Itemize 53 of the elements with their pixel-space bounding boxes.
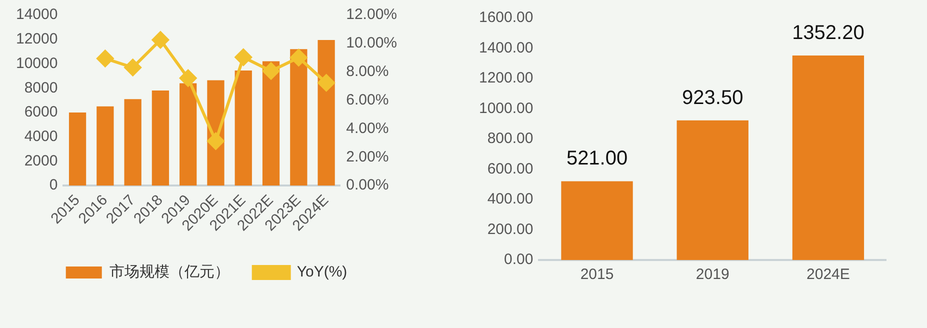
- y2-tick-label: 6.00%: [346, 91, 389, 108]
- y-tick-label: 2000: [24, 152, 58, 170]
- y-tick-label: 6000: [24, 104, 58, 121]
- y2-tick-label: 12.00%: [346, 6, 397, 24]
- y-tick-label: 1600.00: [478, 9, 534, 26]
- legend-label: 市场规模（亿元）: [109, 264, 230, 281]
- legend-label: YoY(%): [296, 264, 348, 281]
- point: [262, 62, 280, 80]
- data-label: 521.00: [566, 148, 628, 170]
- data-label: 923.50: [682, 86, 744, 109]
- bar: [152, 90, 170, 186]
- y2-tick-label: 4.00%: [346, 120, 389, 137]
- y-tick-label: 0: [49, 176, 58, 194]
- y-tick-label: 1200.00: [478, 70, 534, 87]
- bar: [561, 181, 633, 260]
- y2-tick-label: 8.00%: [346, 63, 389, 80]
- y2-tick-label: 2.00%: [346, 148, 389, 166]
- y2-tick-label: 0.00%: [346, 176, 389, 194]
- bar: [180, 83, 197, 186]
- point: [180, 70, 197, 87]
- point: [318, 74, 335, 92]
- point: [152, 31, 169, 48]
- bar: [68, 112, 86, 186]
- point: [207, 132, 224, 150]
- bar: [290, 49, 308, 186]
- y-tick-label: 800.00: [487, 130, 534, 148]
- y-tick-label: 8000: [24, 79, 58, 96]
- y-tick-label: 1000.00: [478, 100, 534, 117]
- bar: [262, 61, 280, 186]
- point: [290, 49, 308, 66]
- data-label: 1352.20: [792, 22, 864, 44]
- y-tick-label: 14000: [16, 6, 58, 24]
- y-tick-label: 200.00: [487, 220, 534, 238]
- x-tick-label: 2015: [580, 266, 614, 284]
- y2-tick-label: 10.00%: [346, 34, 397, 52]
- bar: [96, 106, 114, 186]
- y-tick-label: 1400.00: [478, 39, 534, 56]
- y-tick-label: 600.00: [487, 160, 534, 178]
- bar: [676, 120, 748, 260]
- y-tick-label: 12000: [16, 30, 58, 48]
- bar: [792, 55, 864, 260]
- point: [124, 58, 142, 76]
- x-tick-label: 2024E: [806, 266, 850, 284]
- point: [96, 50, 114, 68]
- y-tick-label: 400.00: [487, 190, 534, 208]
- y-tick-label: 4000: [24, 128, 58, 145]
- y-tick-label: 0.00: [504, 251, 534, 268]
- bar: [234, 70, 252, 186]
- bar: [318, 40, 335, 186]
- y-tick-label: 10000: [16, 54, 58, 72]
- bar: [124, 99, 142, 186]
- point: [234, 48, 252, 66]
- x-tick-label: 2019: [696, 266, 730, 284]
